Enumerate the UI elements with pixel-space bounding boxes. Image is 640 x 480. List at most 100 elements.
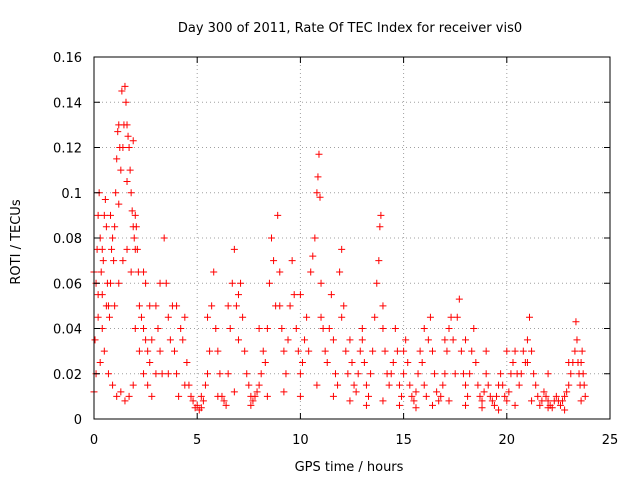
data-point [410,397,418,405]
data-point [350,381,358,389]
data-point [247,401,255,409]
data-point [94,211,102,219]
data-point [241,347,249,355]
data-point [526,313,534,321]
data-point [234,291,242,299]
data-point [441,370,449,378]
y-tick-label: 0.06 [53,277,82,292]
data-point [110,257,118,265]
data-point [261,358,269,366]
data-point [340,302,348,310]
data-point [435,397,443,405]
data-point [402,336,410,344]
data-point [303,313,311,321]
data-point [365,392,373,400]
data-point [478,397,486,405]
data-point [208,302,216,310]
data-point [367,370,375,378]
data-point [278,325,286,332]
data-point [358,336,366,344]
chart-title: Day 300 of 2011, Rate Of TEC Index for r… [178,21,522,36]
data-point [484,381,492,389]
data-point [137,313,145,321]
data-point [420,325,428,332]
data-point [108,245,116,253]
data-point [301,336,309,344]
data-point [346,397,354,405]
data-point [249,397,257,405]
data-point [111,302,119,310]
data-point [119,257,127,265]
data-point [296,291,304,299]
data-point [511,347,519,355]
data-point [561,406,569,414]
data-point [534,392,542,400]
data-point [154,325,162,332]
data-point [356,347,364,355]
data-point [317,279,325,287]
data-point [385,381,393,389]
data-point [464,392,472,400]
data-point [556,401,564,409]
data-point [406,381,414,389]
data-point [113,155,121,163]
data-point [128,207,136,215]
data-point [100,211,108,219]
data-point [100,347,108,355]
data-point [288,257,296,265]
data-point [377,211,385,219]
x-tick-label: 0 [90,433,98,448]
data-point [152,302,160,310]
y-tick-label: 0.04 [53,323,82,338]
data-point [501,392,509,400]
data-point [505,388,513,396]
data-point [144,381,152,389]
data-point [164,313,172,321]
data-point [453,313,461,321]
data-point [344,370,352,378]
data-point [96,358,104,366]
data-point [148,392,156,400]
data-point [206,347,214,355]
data-point [102,223,110,231]
data-point [224,302,232,310]
data-point [113,392,121,400]
x-tick-label: 20 [499,433,516,448]
data-point [441,336,449,344]
data-point [362,381,370,389]
data-point [319,325,327,332]
data-point [395,381,403,389]
data-point [329,392,337,400]
data-point [398,392,406,400]
data-point [243,370,251,378]
data-point [102,302,110,310]
data-point [315,150,323,158]
data-point [131,245,139,253]
data-point [540,388,548,396]
data-point [263,392,271,400]
data-point [313,189,321,197]
data-point [197,392,205,400]
data-point [523,358,531,366]
data-point [338,245,346,253]
data-point [371,313,379,321]
data-point [193,401,201,409]
data-point [580,381,588,389]
data-points [90,82,589,414]
data-point [123,121,131,129]
data-point [107,211,115,219]
data-point [204,313,212,321]
data-point [468,347,476,355]
data-point [331,370,339,378]
data-point [226,325,234,332]
data-point [112,189,120,197]
x-tick-label: 10 [292,433,309,448]
data-point [352,388,360,396]
data-point [443,347,451,355]
data-point [230,388,238,396]
data-point [142,279,150,287]
data-point [292,325,300,332]
data-point [117,166,125,174]
data-point [317,313,325,321]
